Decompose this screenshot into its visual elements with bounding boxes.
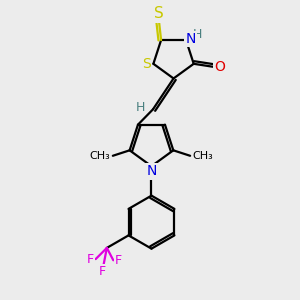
Text: S: S xyxy=(142,57,151,71)
Text: F: F xyxy=(115,254,122,267)
Text: N: N xyxy=(185,32,196,46)
Text: O: O xyxy=(214,60,225,74)
Text: H: H xyxy=(193,28,202,41)
Text: F: F xyxy=(87,253,94,266)
Text: H: H xyxy=(136,101,145,114)
Text: N: N xyxy=(146,164,157,178)
Text: F: F xyxy=(98,265,105,278)
Text: CH₃: CH₃ xyxy=(193,151,213,161)
Text: S: S xyxy=(154,6,164,21)
Text: CH₃: CH₃ xyxy=(90,151,110,161)
